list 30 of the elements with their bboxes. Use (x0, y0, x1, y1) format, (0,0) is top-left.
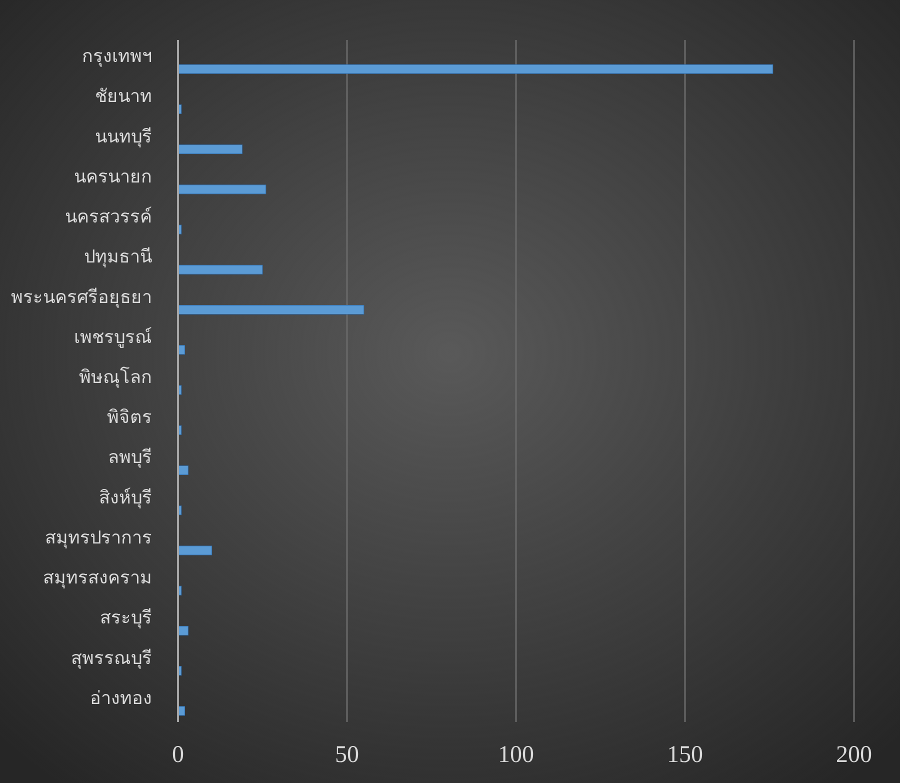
y-tick-label: ปทุมธานี (84, 246, 152, 268)
bar (178, 626, 188, 636)
y-tick-label: ลพบุรี (108, 447, 152, 468)
x-tick-label: 50 (335, 742, 359, 768)
bar (178, 546, 212, 556)
y-tick-label: ชัยนาท (95, 86, 152, 106)
y-tick-label: นนทบุรี (95, 126, 152, 148)
y-tick-label: กรุงเทพฯ (82, 46, 152, 68)
y-tick-label: สระบุรี (100, 608, 152, 629)
y-tick-label: อ่างทอง (90, 688, 152, 708)
bar (178, 305, 364, 315)
x-tick-label: 100 (498, 742, 534, 768)
bar (178, 184, 266, 194)
bar (178, 264, 263, 274)
y-tick-label: เพชรบูรณ์ (74, 326, 152, 348)
y-tick-label: สุพรรณบุรี (71, 648, 152, 669)
y-tick-label: นครนายก (74, 166, 152, 186)
y-tick-label: พระนครศรีอยุธยา (11, 286, 152, 308)
y-tick-label: นครสวรรค์ (65, 206, 152, 227)
x-tick-label: 0 (172, 742, 184, 768)
y-tick-label: สมุทรสงคราม (43, 568, 152, 589)
y-tick-label: พิจิตร (107, 407, 152, 428)
y-tick-label: สิงห์บุรี (99, 487, 152, 508)
x-tick-label: 150 (667, 742, 703, 768)
bar (178, 64, 774, 74)
bar (178, 465, 188, 475)
y-tick-label: สมุทรปราการ (45, 527, 152, 548)
y-tick-label: พิษณุโลก (79, 366, 152, 388)
x-tick-label: 200 (836, 742, 872, 768)
bar (178, 144, 242, 154)
